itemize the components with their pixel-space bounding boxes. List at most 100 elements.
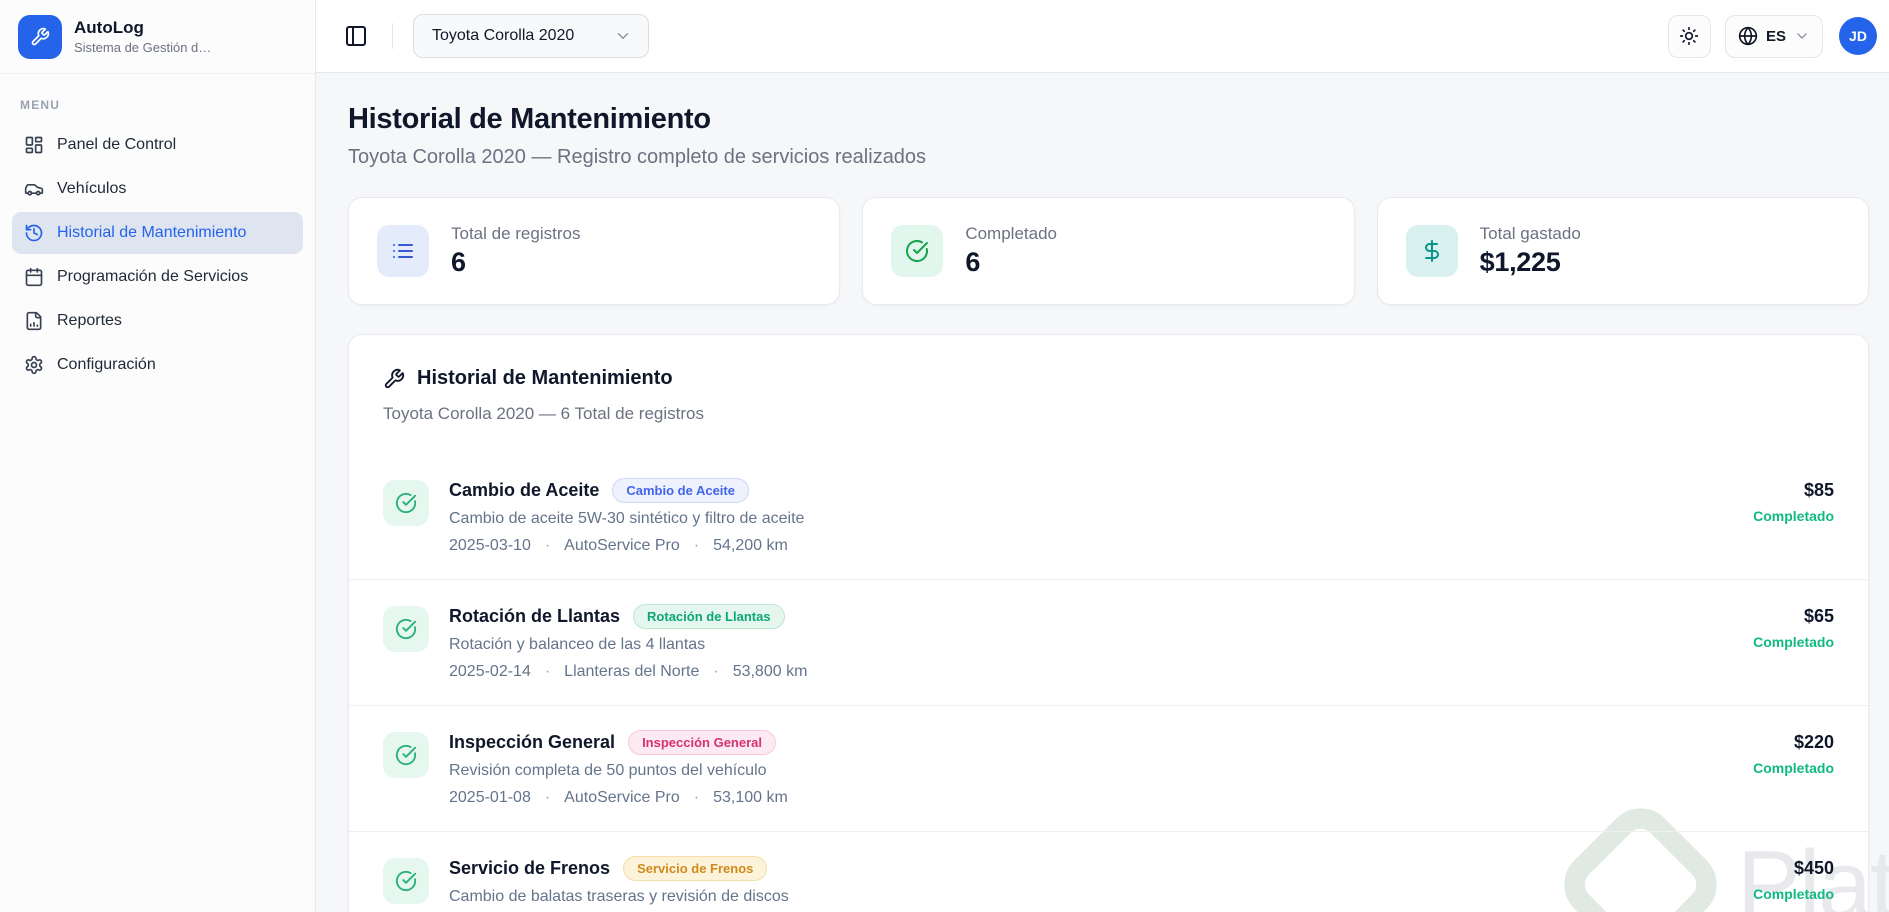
record-status: Completado <box>1753 634 1834 650</box>
meta-separator: · <box>544 789 551 806</box>
record-meta: 2025-02-14 · Llanteras del Norte · 53,80… <box>449 663 1694 681</box>
record-date: 2025-02-14 <box>449 663 531 680</box>
stat-card-completado: Completado 6 <box>862 197 1355 305</box>
page-content: Historial de Mantenimiento Toyota Coroll… <box>316 73 1889 912</box>
maintenance-record-row[interactable]: Servicio de Frenos Servicio de Frenos Ca… <box>349 831 1868 912</box>
sidebar-item-programacion-de-servicios[interactable]: Programación de Servicios <box>12 256 303 298</box>
app-title: AutoLog <box>74 18 144 37</box>
stat-label: Completado <box>965 224 1057 243</box>
records-list: Cambio de Aceite Cambio de Aceite Cambio… <box>349 454 1868 912</box>
topbar: Toyota Corolla 2020 ES JD <box>316 0 1889 73</box>
stats-row: Total de registros 6 Completado 6 Tota <box>348 197 1869 305</box>
panel-left-icon <box>344 24 368 48</box>
record-cost: $220 <box>1793 732 1834 752</box>
stat-card-total-gastado: Total gastado $1,225 <box>1376 197 1869 305</box>
card-subtitle: Toyota Corolla 2020 — 6 Total de registr… <box>383 404 704 423</box>
menu-section-label: MENU <box>20 98 61 112</box>
record-status: Completado <box>1753 886 1834 902</box>
record-status: Completado <box>1753 508 1834 524</box>
sidebar-item-label: Vehículos <box>57 180 127 197</box>
maintenance-record-row[interactable]: Inspección General Inspección General Re… <box>349 705 1868 831</box>
check-circle-icon <box>891 225 944 277</box>
gear-icon <box>24 355 44 375</box>
check-circle-icon <box>383 480 429 526</box>
avatar-initials: JD <box>1849 28 1867 44</box>
sidebar-item-label: Programación de Servicios <box>57 268 249 285</box>
meta-separator: · <box>693 537 700 554</box>
stat-label: Total gastado <box>1479 224 1581 243</box>
chevron-down-icon <box>1794 28 1810 44</box>
brand: AutoLog Sistema de Gestión d… <box>0 0 315 74</box>
sidebar-item-panel-de-control[interactable]: Panel de Control <box>12 124 303 166</box>
globe-icon <box>1738 26 1758 46</box>
record-title: Cambio de Aceite <box>449 480 600 500</box>
record-title: Servicio de Frenos <box>449 858 611 878</box>
report-icon <box>24 311 44 331</box>
stat-value: 6 <box>451 247 466 277</box>
vehicle-selector-value: Toyota Corolla 2020 <box>432 27 575 44</box>
sidebar-item-vehiculos[interactable]: Vehículos <box>12 168 303 210</box>
record-description: Cambio de aceite 5W-30 sintético y filtr… <box>449 510 805 527</box>
record-cost: $450 <box>1793 858 1834 878</box>
sidebar: AutoLog Sistema de Gestión d… MENU Panel… <box>0 0 316 912</box>
sidebar-item-reportes[interactable]: Reportes <box>12 300 303 342</box>
card-title: Historial de Mantenimiento <box>417 367 673 389</box>
meta-separator: · <box>713 663 719 680</box>
record-description: Rotación y balanceo de las 4 llantas <box>449 636 706 653</box>
record-status: Completado <box>1753 760 1834 776</box>
record-cost: $65 <box>1803 606 1834 626</box>
record-mileage: 53,100 km <box>713 789 788 806</box>
record-provider: AutoService Pro <box>564 789 680 806</box>
record-title: Inspección General <box>449 732 616 752</box>
topbar-divider <box>392 23 393 49</box>
app-subtitle: Sistema de Gestión d… <box>74 40 212 55</box>
page-title: Historial de Mantenimiento <box>348 103 711 135</box>
list-icon <box>377 225 429 277</box>
stat-card-total-registros: Total de registros 6 <box>348 197 841 305</box>
record-mileage: 54,200 km <box>713 537 788 554</box>
check-circle-icon <box>383 858 429 904</box>
check-circle-icon <box>383 732 429 778</box>
meta-separator: · <box>544 537 551 554</box>
record-title: Rotación de Llantas <box>449 606 621 626</box>
record-cost: $85 <box>1803 480 1834 500</box>
dashboard-icon <box>24 135 44 155</box>
sidebar-nav: Panel de Control Vehículos Historial de … <box>0 122 315 388</box>
meta-separator: · <box>693 789 700 806</box>
maintenance-record-row[interactable]: Cambio de Aceite Cambio de Aceite Cambio… <box>349 454 1868 579</box>
meta-separator: · <box>544 663 551 680</box>
sidebar-item-configuracion[interactable]: Configuración <box>12 344 303 386</box>
dollar-icon <box>1405 225 1458 277</box>
language-selector[interactable]: ES <box>1724 14 1823 58</box>
record-date: 2025-03-10 <box>449 537 531 554</box>
record-provider: Llanteras del Norte <box>564 663 700 680</box>
chevron-down-icon <box>614 27 632 45</box>
record-category-badge: Inspección General <box>628 730 776 755</box>
wrench-icon <box>383 368 405 390</box>
user-avatar[interactable]: JD <box>1839 17 1877 55</box>
record-date: 2025-01-08 <box>449 789 531 806</box>
maintenance-record-row[interactable]: Rotación de Llantas Rotación de Llantas … <box>349 579 1868 705</box>
app-logo <box>18 14 62 59</box>
record-category-badge: Servicio de Frenos <box>623 856 768 881</box>
sidebar-item-label: Panel de Control <box>57 136 177 153</box>
record-description: Cambio de balatas traseras y revisión de… <box>449 888 789 905</box>
sidebar-item-label: Configuración <box>57 356 156 373</box>
record-category-badge: Cambio de Aceite <box>612 478 749 503</box>
sidebar-toggle-button[interactable] <box>340 20 372 52</box>
sidebar-item-historial-de-mantenimiento[interactable]: Historial de Mantenimiento <box>12 212 303 254</box>
record-description: Revisión completa de 50 puntos del vehíc… <box>449 762 767 779</box>
record-provider: AutoService Pro <box>564 537 680 554</box>
stat-value: 6 <box>965 247 981 277</box>
stat-label: Total de registros <box>451 224 581 243</box>
sun-icon <box>1679 26 1699 46</box>
history-icon <box>24 223 44 243</box>
vehicle-selector[interactable]: Toyota Corolla 2020 <box>413 14 650 58</box>
record-mileage: 53,800 km <box>732 663 808 680</box>
theme-toggle-button[interactable] <box>1667 14 1711 58</box>
wrench-icon <box>30 27 50 47</box>
maintenance-history-card: Historial de Mantenimiento Toyota Coroll… <box>348 334 1869 912</box>
car-icon <box>24 179 44 199</box>
language-code: ES <box>1765 27 1786 45</box>
sidebar-item-label: Historial de Mantenimiento <box>57 224 247 241</box>
